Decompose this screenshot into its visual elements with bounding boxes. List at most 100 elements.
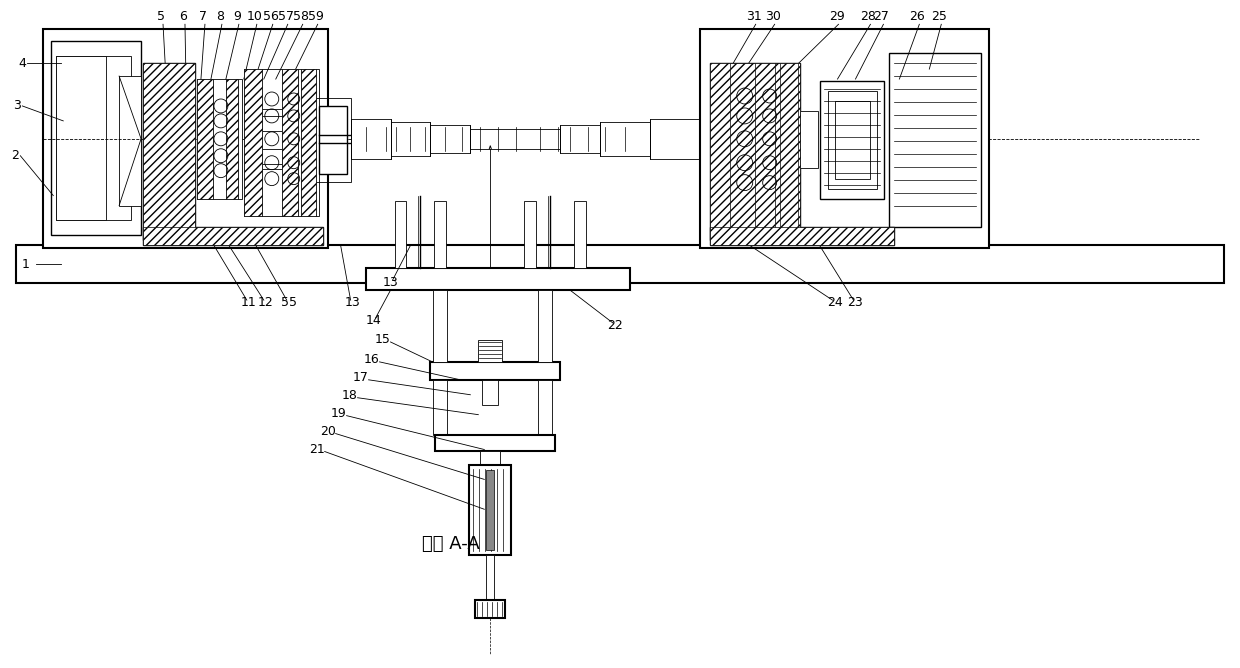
Bar xyxy=(301,69,316,216)
Bar xyxy=(827,91,878,188)
Text: 3: 3 xyxy=(14,100,21,112)
Text: 16: 16 xyxy=(363,353,379,366)
Bar xyxy=(43,29,327,248)
Bar xyxy=(709,63,800,240)
Text: 14: 14 xyxy=(366,313,382,327)
Bar xyxy=(755,63,775,240)
Bar xyxy=(119,76,141,206)
Bar xyxy=(434,200,446,269)
Bar xyxy=(538,380,552,435)
Bar xyxy=(780,63,797,240)
Bar xyxy=(262,149,281,164)
Text: 20: 20 xyxy=(320,425,336,438)
Bar xyxy=(197,79,213,198)
Text: 30: 30 xyxy=(765,10,781,23)
Text: 2: 2 xyxy=(11,149,20,162)
Text: 7: 7 xyxy=(198,10,207,23)
Bar xyxy=(525,200,536,269)
Text: 5: 5 xyxy=(157,10,165,23)
Bar xyxy=(143,227,322,245)
Text: 13: 13 xyxy=(345,296,361,309)
Text: 23: 23 xyxy=(848,296,863,309)
Text: 6: 6 xyxy=(179,10,187,23)
Text: 58: 58 xyxy=(293,10,309,23)
Bar xyxy=(709,63,730,240)
Bar xyxy=(143,63,195,240)
Text: 21: 21 xyxy=(309,443,325,456)
Text: 1: 1 xyxy=(21,258,30,271)
Bar xyxy=(800,111,817,168)
Text: 12: 12 xyxy=(258,296,274,309)
Bar xyxy=(366,269,630,290)
Bar xyxy=(430,125,470,153)
Text: 剪面 A-A: 剪面 A-A xyxy=(422,535,479,553)
Bar xyxy=(430,362,560,380)
Bar xyxy=(319,106,347,174)
Bar xyxy=(56,56,131,220)
Bar xyxy=(143,227,322,245)
Text: 31: 31 xyxy=(745,10,761,23)
Text: 59: 59 xyxy=(308,10,324,23)
Text: 8: 8 xyxy=(216,10,224,23)
Bar xyxy=(434,290,448,362)
Text: 9: 9 xyxy=(233,10,241,23)
Text: 15: 15 xyxy=(374,333,391,347)
Text: 57: 57 xyxy=(278,10,294,23)
Bar xyxy=(301,69,316,216)
Bar xyxy=(650,119,699,159)
Bar xyxy=(244,69,262,216)
Text: 22: 22 xyxy=(608,319,622,331)
Text: 55: 55 xyxy=(280,296,296,309)
Bar xyxy=(281,69,298,216)
Text: 29: 29 xyxy=(828,10,844,23)
Bar xyxy=(469,466,511,555)
Bar xyxy=(435,435,556,450)
Bar xyxy=(51,41,141,235)
Bar xyxy=(574,200,587,269)
Text: 25: 25 xyxy=(931,10,947,23)
Text: 56: 56 xyxy=(263,10,279,23)
Text: 24: 24 xyxy=(827,296,842,309)
Bar xyxy=(709,227,894,245)
Bar xyxy=(479,340,502,362)
Text: 17: 17 xyxy=(352,371,368,384)
Bar xyxy=(889,53,981,227)
Bar xyxy=(486,555,495,600)
Bar xyxy=(226,79,238,198)
Bar xyxy=(835,101,870,178)
Bar xyxy=(755,63,775,240)
Bar xyxy=(709,227,894,245)
Bar xyxy=(482,380,498,405)
Bar xyxy=(475,600,505,618)
Text: 11: 11 xyxy=(241,296,257,309)
Bar xyxy=(394,200,407,269)
Text: 18: 18 xyxy=(342,389,357,402)
Bar xyxy=(699,29,990,248)
Bar xyxy=(226,79,238,198)
Bar xyxy=(709,63,800,240)
Text: 10: 10 xyxy=(247,10,263,23)
Bar xyxy=(281,69,298,216)
Bar xyxy=(470,129,560,149)
Bar xyxy=(16,245,1224,283)
Bar xyxy=(434,380,448,435)
Bar xyxy=(480,450,500,466)
Bar xyxy=(143,63,195,240)
Text: 28: 28 xyxy=(861,10,877,23)
Bar xyxy=(486,470,495,550)
Bar xyxy=(709,63,730,240)
Bar xyxy=(56,56,107,220)
Text: 26: 26 xyxy=(909,10,925,23)
Text: 13: 13 xyxy=(383,276,398,289)
Bar xyxy=(391,122,430,156)
Text: 4: 4 xyxy=(19,57,26,69)
Bar xyxy=(197,79,242,198)
Bar xyxy=(351,119,391,159)
Bar xyxy=(262,109,281,169)
Bar xyxy=(780,63,797,240)
Bar xyxy=(244,69,319,216)
Bar xyxy=(244,69,262,216)
Bar xyxy=(820,81,884,198)
Bar xyxy=(262,116,281,131)
Text: 27: 27 xyxy=(873,10,889,23)
